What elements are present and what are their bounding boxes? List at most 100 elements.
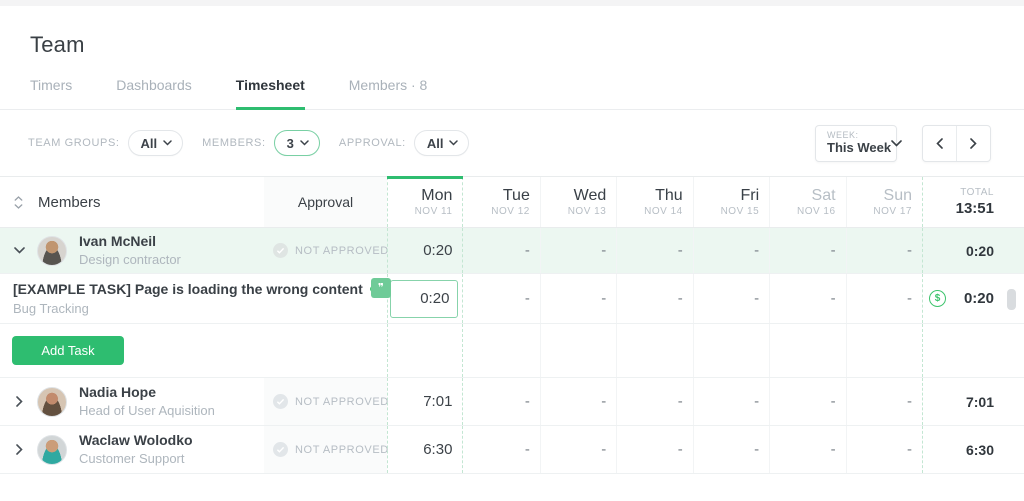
total-cell: [922, 324, 1024, 377]
week-selector[interactable]: WEEK: This Week: [815, 124, 902, 162]
day-cell: -: [616, 426, 692, 473]
tab-members[interactable]: Members · 8: [348, 77, 428, 93]
day-cell: [692, 324, 769, 377]
member-name: Ivan McNeil: [79, 233, 157, 250]
timesheet-header-row: Members Approval Mon NOV 11 Tue NOV 12 W…: [0, 176, 1024, 228]
chevron-down-icon: [300, 140, 309, 146]
task-total-cell: $ 0:20: [922, 274, 1024, 323]
day-cell: -: [769, 228, 845, 273]
day-cell: -: [524, 242, 530, 259]
day-cell-editable[interactable]: -: [845, 274, 922, 323]
next-week-button[interactable]: [956, 125, 990, 161]
day-header-tue[interactable]: Tue NOV 12: [491, 186, 530, 217]
day-cell: -: [524, 393, 530, 410]
approval-filter-value: All: [426, 135, 444, 151]
tab-timers[interactable]: Timers: [30, 77, 73, 93]
day-header-sat[interactable]: Sat NOV 16: [769, 177, 845, 227]
day-cell: -: [845, 228, 922, 273]
day-cell: -: [539, 378, 616, 425]
week-value: This Week: [827, 139, 892, 155]
week-label: WEEK:: [827, 130, 859, 141]
day-cell: -: [539, 426, 616, 473]
scrollbar-thumb[interactable]: [1007, 289, 1016, 310]
check-circle-icon: [273, 394, 288, 409]
chevron-down-icon: [891, 139, 902, 147]
member-role: Head of User Aquisition: [79, 403, 215, 419]
member-role: Design contractor: [79, 252, 181, 268]
members-filter-label: MEMBERS:: [202, 137, 266, 149]
top-edge-strip: [0, 0, 1024, 6]
previous-week-button[interactable]: [923, 126, 956, 161]
total-column-header: TOTAL 13:51: [922, 177, 1024, 227]
day-cell: -: [769, 426, 845, 473]
expand-chevron-icon[interactable]: [13, 444, 25, 455]
avatar: [37, 386, 67, 417]
member-role: Customer Support: [79, 451, 185, 467]
team-groups-value: All: [140, 135, 158, 151]
members-header-label: Members: [38, 193, 101, 211]
member-name: Nadia Hope: [79, 384, 157, 401]
add-task-cell: Add Task: [0, 324, 387, 377]
week-total-value: 13:51: [955, 200, 994, 217]
billable-dollar-icon[interactable]: $: [929, 290, 946, 307]
task-cell[interactable]: [EXAMPLE TASK] Page is loading the wrong…: [0, 274, 387, 323]
timesheet-table: Members Approval Mon NOV 11 Tue NOV 12 W…: [0, 176, 1024, 474]
day-cell: [463, 324, 539, 377]
approval-status-label: NOT APPROVED: [295, 443, 389, 456]
day-cell: -: [692, 378, 769, 425]
day-header-mon[interactable]: Mon NOV 11: [387, 176, 464, 227]
day-cell: -: [616, 228, 692, 273]
day-cell-editable[interactable]: -: [524, 290, 530, 307]
day-cell: -: [845, 426, 922, 473]
tab-timesheet[interactable]: Timesheet: [235, 77, 305, 110]
member-row-waclaw[interactable]: Waclaw Wolodko Customer Support NOT APPR…: [0, 426, 1024, 474]
team-groups-label: TEAM GROUPS:: [28, 137, 120, 149]
day-header-sun[interactable]: Sun NOV 17: [845, 177, 922, 227]
note-quote-icon[interactable]: ❞: [371, 278, 391, 298]
approval-column-header: Approval: [264, 177, 387, 227]
member-row-nadia[interactable]: Nadia Hope Head of User Aquisition NOT A…: [0, 378, 1024, 426]
day-cell: [616, 324, 692, 377]
add-task-button[interactable]: Add Task: [12, 336, 124, 365]
team-groups-filter[interactable]: All: [127, 130, 184, 156]
day-cell-editable: ❞: [371, 274, 464, 323]
day-cell-editable[interactable]: -: [769, 274, 845, 323]
check-circle-icon: [273, 442, 288, 457]
page-title: Team: [30, 32, 85, 57]
approval-status-badge[interactable]: NOT APPROVED: [264, 378, 389, 425]
row-total: 7:01: [922, 378, 1024, 425]
day-header-fri[interactable]: Fri NOV 15: [692, 177, 769, 227]
day-header-wed[interactable]: Wed NOV 13: [539, 177, 616, 227]
members-column-header[interactable]: Members: [0, 177, 264, 227]
avatar: [37, 434, 67, 465]
collapse-chevron-icon[interactable]: [13, 247, 25, 254]
day-cell: [387, 324, 464, 377]
day-cell: -: [769, 378, 845, 425]
approval-filter[interactable]: All: [413, 130, 470, 156]
day-cell-editable[interactable]: -: [539, 274, 616, 323]
day-cell: 6:30: [387, 426, 464, 473]
task-title: [EXAMPLE TASK] Page is loading the wrong…: [13, 280, 363, 297]
day-header-thu[interactable]: Thu NOV 14: [616, 177, 692, 227]
chevron-down-icon: [449, 140, 459, 146]
day-cell-editable[interactable]: -: [692, 274, 769, 323]
approval-status-label: NOT APPROVED: [295, 395, 389, 408]
day-cell: -: [692, 426, 769, 473]
day-cell-editable[interactable]: -: [616, 274, 692, 323]
expand-chevron-icon[interactable]: [13, 396, 25, 407]
row-total: 0:20: [922, 228, 1024, 273]
sort-icon[interactable]: [14, 195, 23, 209]
members-filter[interactable]: 3: [273, 130, 320, 156]
task-project: Bug Tracking: [13, 300, 89, 316]
tab-dashboards[interactable]: Dashboards: [116, 77, 192, 93]
member-cell: Nadia Hope Head of User Aquisition: [0, 378, 264, 425]
approval-filter-label: APPROVAL:: [338, 137, 406, 149]
mon-time-input[interactable]: [390, 279, 459, 318]
member-cell: Ivan McNeil Design contractor: [0, 228, 264, 273]
approval-status-badge[interactable]: NOT APPROVED: [264, 426, 389, 473]
member-row-ivan[interactable]: Ivan McNeil Design contractor NOT APPROV…: [0, 228, 1024, 274]
approval-status-label: NOT APPROVED: [295, 244, 389, 257]
week-pager: [922, 124, 991, 162]
approval-status-badge[interactable]: NOT APPROVED: [264, 228, 389, 273]
check-circle-icon: [273, 243, 288, 258]
